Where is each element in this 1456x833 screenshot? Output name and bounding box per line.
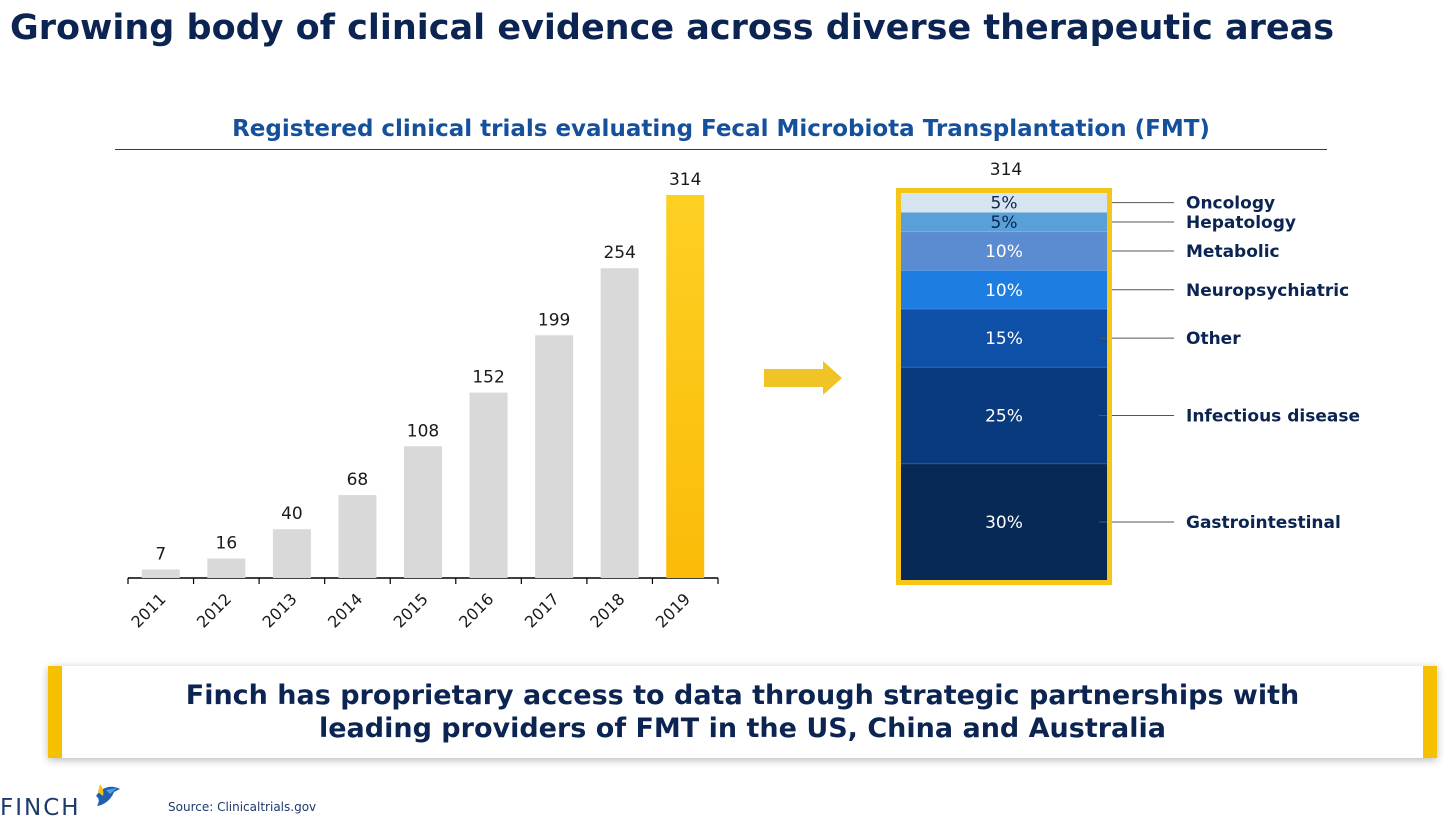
bar-2013	[272, 529, 311, 578]
bar-2015	[404, 446, 442, 578]
bar-value-label: 254	[603, 243, 635, 263]
segment-other	[901, 309, 1107, 368]
x-tick-label: 2011	[127, 589, 169, 631]
segment-gastrointestinal	[901, 463, 1107, 580]
title-divider	[115, 149, 1327, 150]
category-label: Oncology	[1186, 194, 1275, 214]
therapeutic-area-stacked-bar: 5% Oncology 5% Hepatology 10% Metabolic 10% Neu…	[896, 160, 1360, 585]
x-tick-label: 2018	[586, 589, 628, 631]
x-tick-label: 2019	[652, 589, 694, 631]
finch-logo-text: FINCH	[0, 795, 81, 821]
category-label: Metabolic	[1186, 242, 1280, 262]
bar-2014	[338, 495, 377, 578]
segment-oncology	[901, 193, 1107, 213]
category-label: Neuropsychiatric	[1186, 281, 1349, 301]
category-label: Gastrointestinal	[1186, 513, 1341, 533]
x-tick-label: 2013	[258, 589, 300, 631]
bar-value-label: 152	[472, 368, 504, 388]
source-note: Source: Clinicaltrials.gov	[168, 800, 317, 814]
bar-value-label: 40	[281, 504, 303, 524]
right-arrow-shape	[764, 361, 842, 395]
bar-value-label: 16	[216, 533, 238, 553]
segment-percent-label: 10%	[985, 281, 1023, 301]
bar-value-label: 68	[347, 470, 369, 490]
bar-2018	[600, 268, 639, 578]
chart-title: Registered clinical trials evaluating Fe…	[232, 116, 1210, 142]
bird-logo-icon	[96, 784, 120, 806]
segment-percent-label: 5%	[991, 194, 1018, 214]
stacked-bar-border	[896, 188, 1112, 585]
segment-percent-label: 30%	[985, 513, 1023, 533]
x-tick-label: 2014	[324, 589, 366, 631]
x-tick-label: 2012	[193, 589, 235, 631]
page-title: Growing body of clinical evidence across…	[10, 8, 1335, 48]
category-label: Hepatology	[1186, 213, 1296, 233]
right-arrow-icon	[764, 361, 842, 395]
x-tick-label: 2017	[521, 589, 563, 631]
segment-percent-label: 25%	[985, 407, 1023, 427]
segment-percent-label: 5%	[991, 213, 1018, 233]
category-label: Other	[1186, 329, 1241, 349]
segment-neuropsychiatric	[901, 270, 1107, 310]
bar-value-label: 108	[407, 421, 439, 441]
yearly-trials-bar-chart: 7 2011 16 2012 40 2013 68 2014 108 2015 152 2016 199…	[127, 170, 719, 632]
segment-hepatology	[901, 212, 1107, 232]
stacked-total-label: 314	[990, 160, 1022, 180]
bar-value-label: 314	[669, 170, 701, 190]
x-tick-label: 2015	[390, 589, 432, 631]
segment-percent-label: 10%	[985, 242, 1023, 262]
callout-text: Finch has proprietary access to data thr…	[185, 680, 1300, 744]
segment-infectious-disease	[901, 367, 1107, 464]
bar-2019	[666, 195, 705, 578]
bar-2012	[207, 558, 246, 578]
segment-percent-label: 15%	[985, 329, 1023, 349]
bar-value-label: 7	[155, 544, 166, 564]
x-tick-label: 2016	[455, 589, 497, 631]
bar-value-label: 199	[538, 310, 570, 330]
bar-2017	[535, 335, 574, 578]
callout-box: Finch has proprietary access to data thr…	[48, 666, 1437, 758]
segment-metabolic	[901, 231, 1107, 271]
bar-2011	[141, 569, 180, 578]
bar-2016	[469, 392, 508, 578]
category-label: Infectious disease	[1186, 407, 1360, 427]
